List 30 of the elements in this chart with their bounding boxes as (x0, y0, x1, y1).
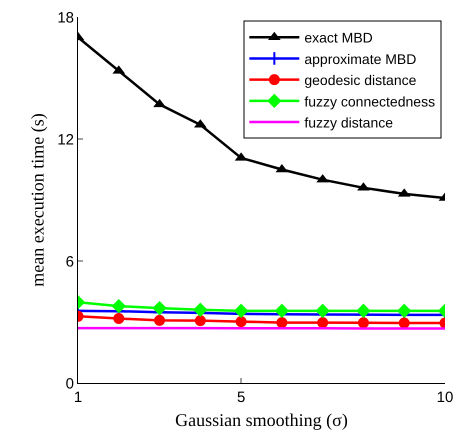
y-tick-label: 6 (66, 253, 74, 270)
point (236, 316, 247, 328)
point (152, 301, 167, 316)
point (154, 314, 166, 326)
legend-label: exact MBD (304, 30, 373, 46)
x-tick-label: 5 (236, 389, 246, 406)
point (113, 313, 124, 324)
legend-label: geodesic distance (304, 72, 417, 88)
point (397, 304, 412, 318)
point (356, 304, 371, 318)
point (276, 317, 288, 328)
legend-label: fuzzy connectedness (304, 93, 436, 110)
point (193, 302, 208, 317)
legend-label: fuzzy distance (304, 114, 394, 131)
point (398, 318, 410, 329)
legend-label: approximate MBD (304, 50, 416, 67)
y-tick-label: 12 (57, 131, 74, 148)
point (316, 304, 330, 318)
point (358, 317, 369, 328)
y-tick-label: 0 (66, 375, 74, 392)
y-tick-label: 18 (57, 9, 74, 26)
point (274, 304, 290, 318)
x-tick-label: 10 (436, 389, 454, 406)
point (234, 304, 248, 318)
point (317, 317, 328, 328)
point (194, 315, 206, 326)
point (112, 298, 126, 314)
x-axis-title: Gaussian smoothing (σ) (175, 410, 348, 430)
x-tick-label: 1 (74, 389, 82, 406)
y-axis-title: mean execution time (s) (28, 113, 48, 287)
